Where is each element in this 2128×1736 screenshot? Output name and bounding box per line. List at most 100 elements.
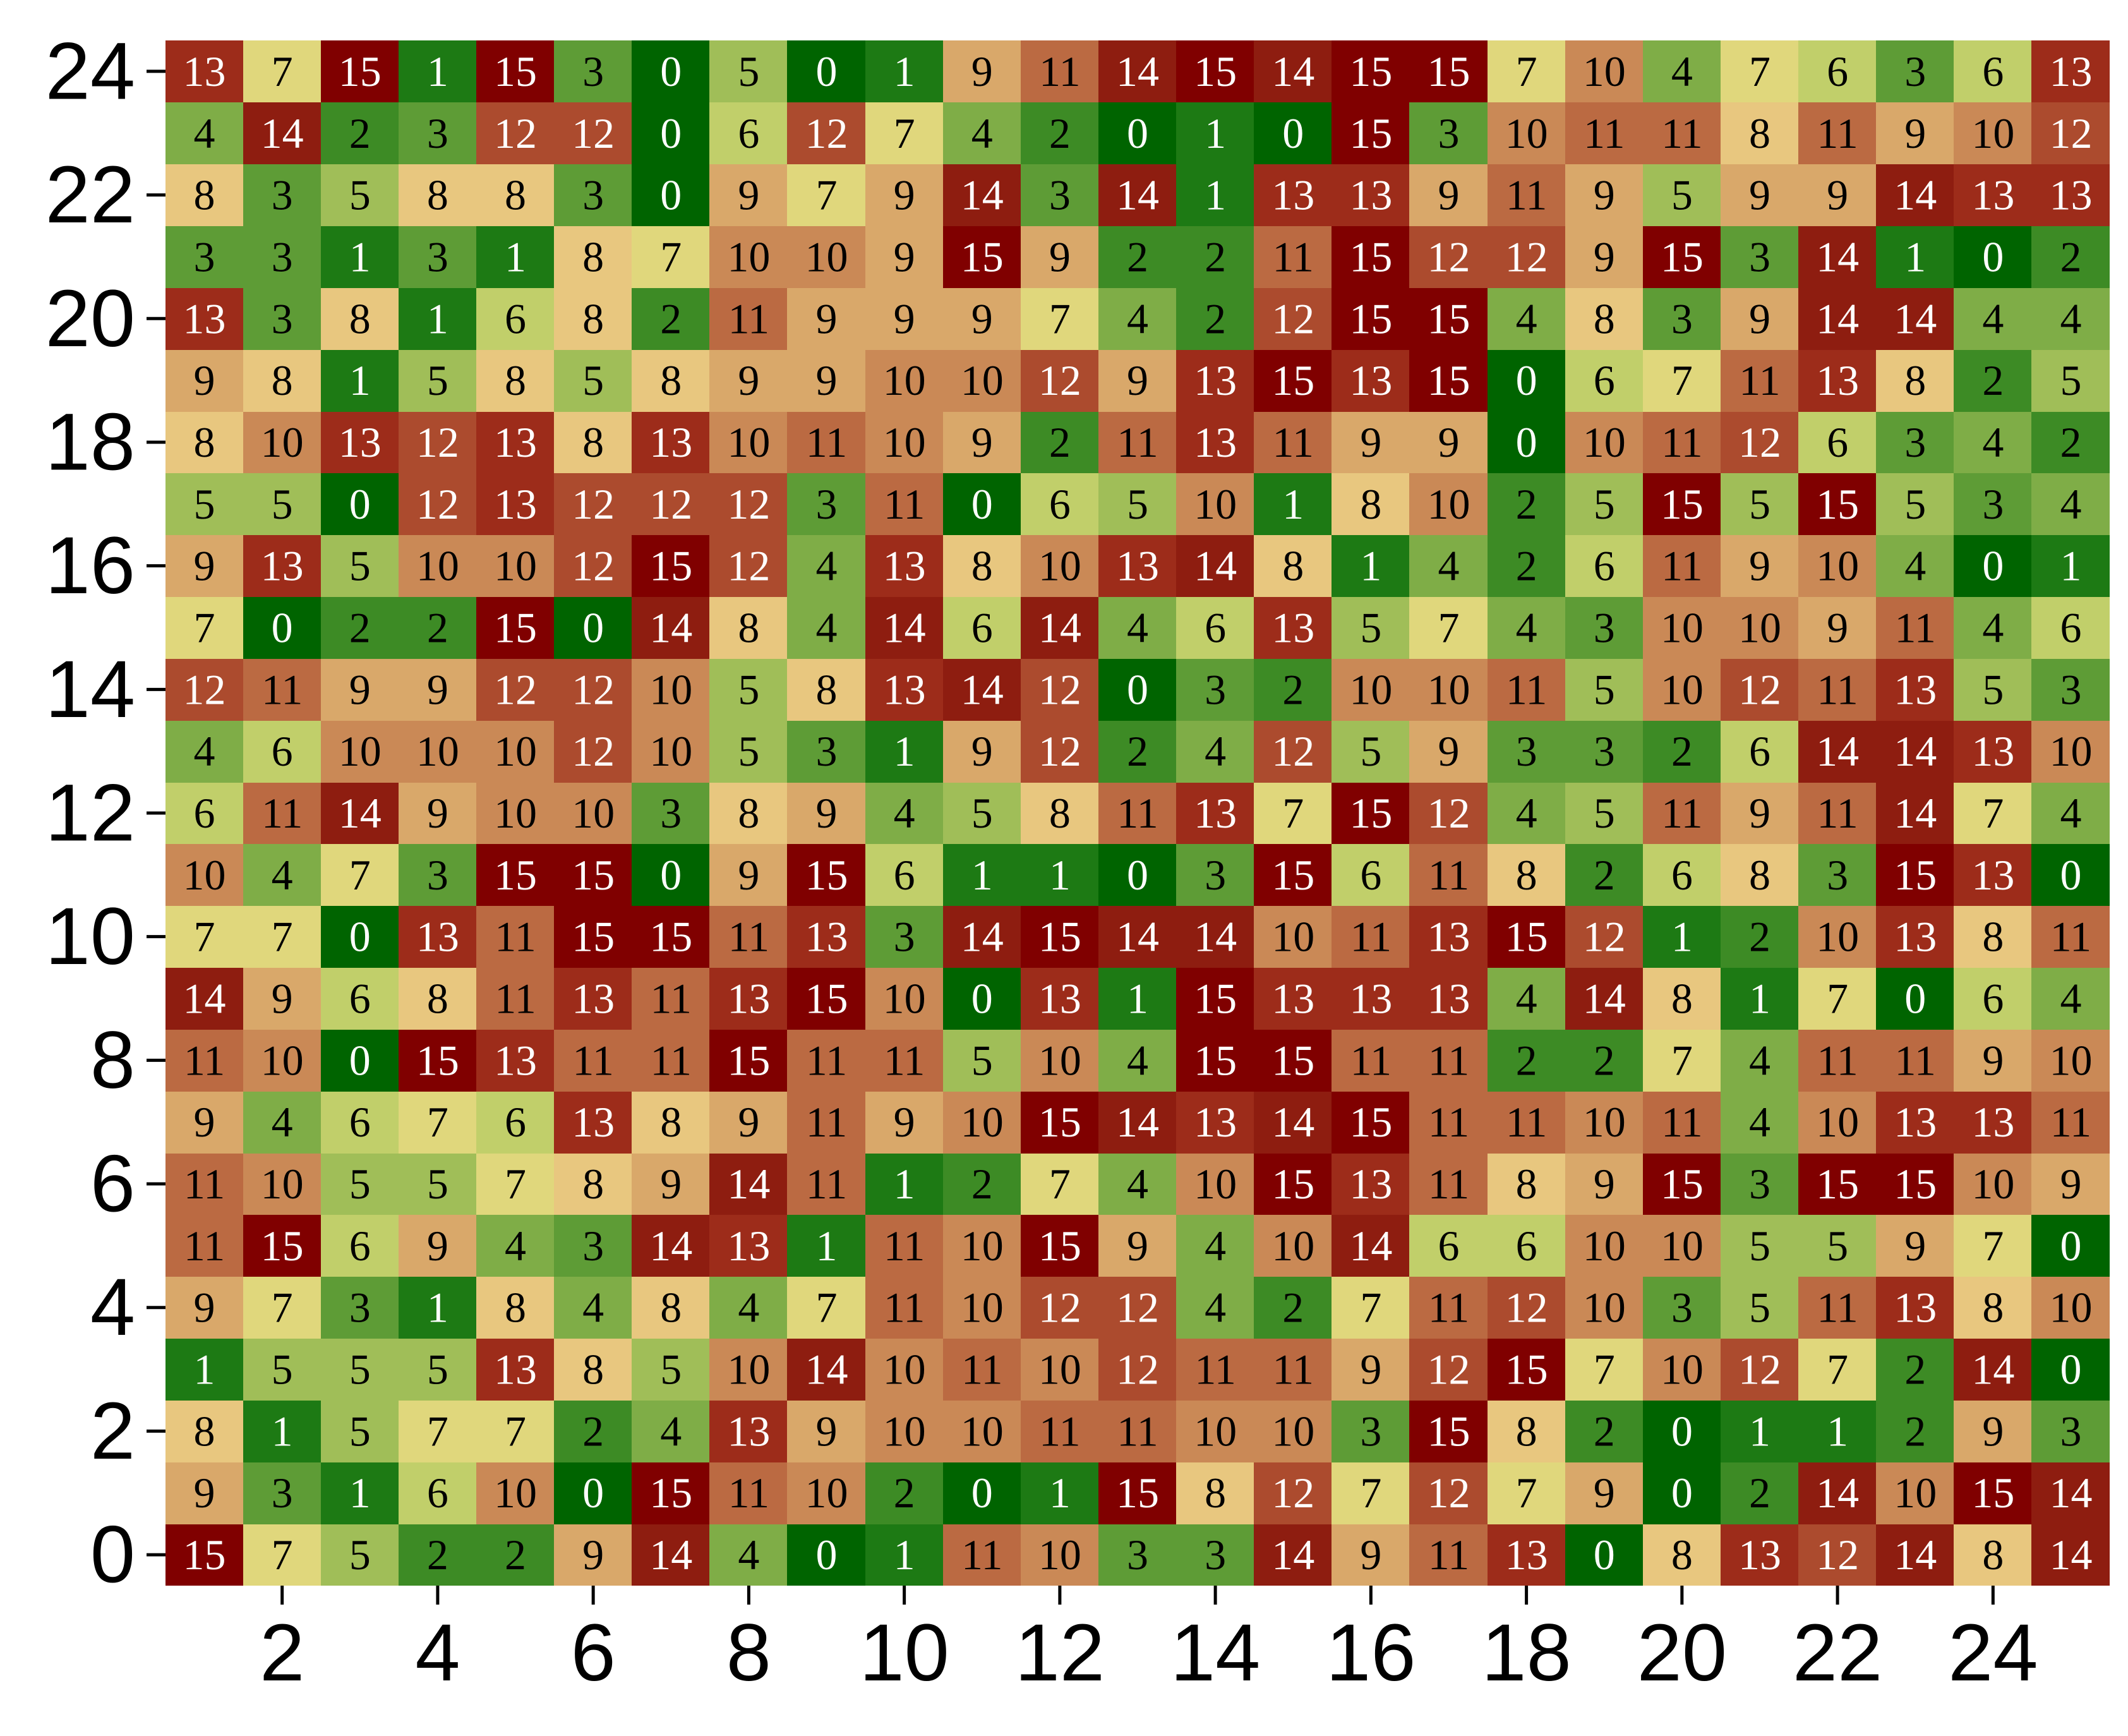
heatmap-cell <box>1798 967 1877 1030</box>
cell-value-label: 5 <box>1127 480 1148 528</box>
cell-value-label: 9 <box>816 356 838 404</box>
cell-value-label: 11 <box>1506 665 1547 713</box>
heatmap-cell <box>2031 164 2110 226</box>
cell-value-label: 10 <box>1738 603 1781 651</box>
heatmap-cell <box>1488 102 1566 164</box>
cell-value-label: 13 <box>339 418 382 466</box>
cell-value-label: 11 <box>728 1469 769 1517</box>
heatmap-cell <box>1643 1153 1721 1215</box>
heatmap-cell <box>1876 226 1954 288</box>
heatmap-cell <box>1176 1400 1254 1462</box>
heatmap-cell <box>1643 1524 1721 1586</box>
heatmap-cell <box>1409 967 1488 1030</box>
cell-value-label: 14 <box>727 1160 770 1208</box>
heatmap-cell <box>2031 534 2110 597</box>
cell-value-label: 5 <box>349 1407 371 1455</box>
cell-value-label: 7 <box>1982 1222 2004 1270</box>
heatmap-cell <box>1954 1462 2032 1524</box>
heatmap-cell <box>943 1153 1021 1215</box>
x-tick-label: 4 <box>415 1608 460 1698</box>
cell-value-label: 14 <box>183 975 226 1023</box>
cell-value-label: 3 <box>427 232 448 280</box>
heatmap-cell <box>1954 411 2032 473</box>
cell-value-label: 14 <box>1194 913 1237 961</box>
cell-value-label: 2 <box>1205 294 1226 342</box>
cell-value-label: 8 <box>505 356 526 404</box>
heatmap-cell <box>865 287 944 350</box>
cell-value-label: 11 <box>1428 1098 1469 1146</box>
cell-value-label: 1 <box>1049 851 1071 899</box>
cell-value-label: 9 <box>194 1469 215 1517</box>
heatmap-cell <box>1488 1214 1566 1277</box>
heatmap-cell <box>399 40 477 102</box>
cell-value-label: 3 <box>1671 1284 1693 1332</box>
cell-value-label: 8 <box>660 356 682 404</box>
cell-value-label: 14 <box>649 1531 692 1579</box>
cell-value-label: 6 <box>427 1469 448 1517</box>
cell-value-label: 13 <box>1194 356 1237 404</box>
cell-value-label: 13 <box>1894 1284 1937 1332</box>
heatmap-cell <box>1332 1276 1410 1339</box>
heatmap-cell <box>1176 596 1254 659</box>
cell-value-label: 11 <box>806 418 847 466</box>
heatmap-cell <box>787 226 866 288</box>
heatmap-cell <box>1643 1462 1721 1524</box>
heatmap-cell <box>1332 720 1410 783</box>
heatmap-cell <box>865 1338 944 1401</box>
cell-value-label: 15 <box>572 851 615 899</box>
cell-value-label: 5 <box>1749 1284 1770 1332</box>
cell-value-label: 2 <box>349 603 371 651</box>
cell-value-label: 11 <box>1117 789 1158 837</box>
heatmap-cell <box>1098 349 1177 412</box>
heatmap-cell <box>1643 967 1721 1030</box>
heatmap-cell <box>1254 1338 1332 1401</box>
cell-value-label: 9 <box>194 1098 215 1146</box>
heatmap-cell <box>865 349 944 412</box>
heatmap-cell <box>1332 1462 1410 1524</box>
heatmap-cell <box>321 164 399 226</box>
x-axis: 2 4 6 8 10 12 14 16 18 20 22 24 <box>260 1586 2038 1698</box>
heatmap-cell <box>709 782 788 844</box>
heatmap-cell <box>1565 349 1644 412</box>
cell-value-label: 10 <box>883 1346 926 1394</box>
cell-value-label: 13 <box>1194 1098 1237 1146</box>
heatmap-cell <box>1254 287 1332 350</box>
heatmap-cell <box>165 164 244 226</box>
heatmap-cell <box>1721 720 1799 783</box>
cell-value-label: 5 <box>349 1160 371 1208</box>
cell-value-label: 2 <box>1127 232 1148 280</box>
heatmap-cell <box>865 40 944 102</box>
heatmap-cell <box>321 1400 399 1462</box>
heatmap-cell <box>2031 1338 2110 1401</box>
heatmap-cell <box>165 534 244 597</box>
heatmap-cell <box>554 1214 632 1277</box>
heatmap-cell <box>476 1153 555 1215</box>
heatmap-cell <box>1254 843 1332 906</box>
cell-value-label: 4 <box>1749 1098 1770 1146</box>
cell-value-label: 8 <box>582 294 604 342</box>
heatmap-cell <box>709 1338 788 1401</box>
heatmap-cell <box>1954 905 2032 968</box>
heatmap-cell <box>709 1524 788 1586</box>
cell-value-label: 10 <box>1505 109 1548 157</box>
heatmap-cell <box>1721 473 1799 535</box>
heatmap-cell <box>787 782 866 844</box>
heatmap-cell <box>554 473 632 535</box>
cell-value-label: 9 <box>816 789 838 837</box>
cell-value-label: 11 <box>1272 1346 1313 1394</box>
heatmap-cell <box>1643 40 1721 102</box>
cell-value-label: 13 <box>1427 913 1470 961</box>
cell-value-label: 7 <box>427 1407 448 1455</box>
heatmap-cell <box>1176 40 1254 102</box>
heatmap-cell <box>1488 1276 1566 1339</box>
heatmap-cell <box>865 411 944 473</box>
cell-value-label: 1 <box>272 1407 293 1455</box>
cell-value-label: 6 <box>1438 1222 1459 1270</box>
heatmap-cell <box>1176 658 1254 721</box>
cell-value-label: 4 <box>1671 47 1693 95</box>
heatmap-cell <box>787 843 866 906</box>
cell-value-label: 4 <box>738 1284 759 1332</box>
cell-value-label: 9 <box>1749 171 1770 219</box>
heatmap-cell <box>1409 1276 1488 1339</box>
cell-value-label: 9 <box>894 1098 915 1146</box>
